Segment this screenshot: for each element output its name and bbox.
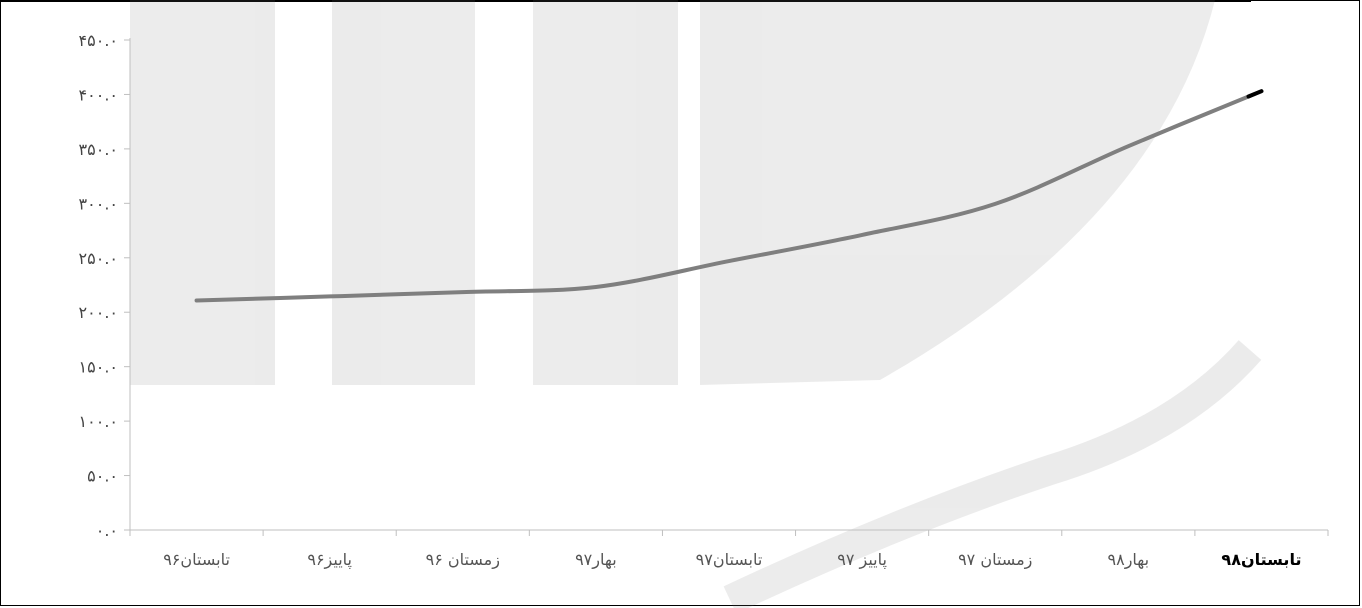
x-tick-label: زمستان ۹۷: [958, 550, 1032, 570]
axes: [129, 38, 1328, 531]
y-axis-ticks: ۰.۰ ۵۰.۰ ۱۰۰.۰ ۱۵۰.۰ ۲۰۰.۰ ۲۵۰.۰ ۳۰۰.۰ ۳۵۰.۰ ۴۰۰…: [79, 31, 130, 540]
data-point: [329, 295, 331, 297]
data-point: [861, 234, 863, 236]
x-tick-label: تابستان۹۷: [696, 550, 763, 569]
y-tick-label: ۵۰.۰: [87, 467, 118, 486]
x-tick-label: بهار۹۷: [575, 550, 617, 570]
data-point: [1127, 145, 1129, 147]
y-tick-label: ۴۵۰.۰: [79, 31, 118, 50]
data-point: [728, 260, 730, 262]
watermark: [130, 0, 1262, 608]
y-tick-label: ۳۵۰.۰: [79, 140, 118, 159]
y-tick-label: ۴۰۰.۰: [79, 85, 118, 104]
y-tick-label: ۰.۰: [96, 521, 118, 540]
data-point: [595, 286, 597, 288]
series-end-marker: [1246, 89, 1264, 99]
x-tick-label: تابستان۹۶: [163, 550, 230, 569]
data-point: [994, 203, 996, 205]
y-tick-label: ۱۵۰.۰: [79, 358, 118, 377]
y-tick-label: ۱۰۰.۰: [79, 412, 118, 431]
y-tick-label: ۲۵۰.۰: [79, 249, 118, 268]
x-tick-label: بهار۹۸: [1108, 550, 1150, 570]
y-tick-label: ۲۰۰.۰: [79, 303, 118, 322]
x-tick-label: زمستان ۹۶: [426, 550, 500, 570]
x-tick-label: پاییز ۹۷: [837, 550, 887, 570]
data-point: [462, 291, 464, 293]
data-point: [196, 299, 198, 301]
x-tick-label: پاییز۹۶: [307, 550, 352, 570]
top-border-line: [1, 1, 1251, 2]
series-group: [194, 89, 1264, 303]
y-tick-label: ۳۰۰.۰: [79, 194, 118, 213]
x-axis-ticks: تابستان۹۶ پاییز۹۶ زمستان ۹۶ بهار۹۷ تابستان۹۷…: [129, 530, 1329, 570]
x-tick-label: تابستان۹۸: [1221, 550, 1301, 569]
